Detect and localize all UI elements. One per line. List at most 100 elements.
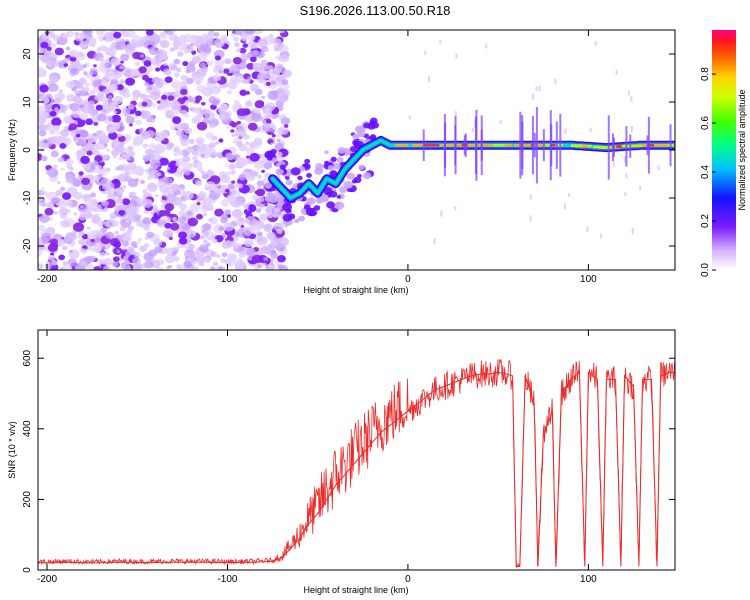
noise-blob <box>98 234 103 238</box>
noise-blob <box>54 97 62 104</box>
noise-blob <box>82 64 87 68</box>
noise-blob <box>78 77 87 85</box>
noise-blob <box>41 232 52 242</box>
noise-blob <box>97 113 107 122</box>
signal-peak <box>616 145 627 148</box>
noise-blob <box>101 220 106 225</box>
noise-blob <box>294 218 300 224</box>
noise-blob <box>132 96 139 101</box>
noise-blob <box>121 184 127 190</box>
noise-blob <box>38 53 48 61</box>
noise-blob <box>180 109 188 116</box>
noise-blob <box>214 38 225 48</box>
noise-blob <box>94 95 102 102</box>
noise-blob <box>47 255 56 262</box>
noise-blob <box>187 96 194 102</box>
noise-blob <box>241 34 246 38</box>
noise-blob <box>161 94 168 100</box>
noise-blob <box>279 164 286 170</box>
noise-blob <box>352 133 360 140</box>
noise-blob <box>94 155 103 163</box>
noise-blob <box>171 64 177 69</box>
snr-x-tick-label: -100 <box>217 574 237 585</box>
signal-streak <box>519 111 522 179</box>
noise-blob <box>122 154 131 161</box>
noise-blob <box>254 100 265 109</box>
signal-peak <box>611 145 620 149</box>
noise-blob <box>174 36 181 43</box>
noise-blob <box>243 203 250 209</box>
noise-blob <box>345 150 351 155</box>
noise-blob <box>83 142 95 152</box>
noise-blob <box>100 227 108 233</box>
noise-blob <box>48 83 59 92</box>
noise-blob <box>47 167 59 178</box>
faint-dot <box>586 226 589 232</box>
noise-blob <box>141 74 150 81</box>
noise-blob <box>86 226 91 230</box>
noise-blob <box>162 229 174 238</box>
noise-blob <box>265 118 272 124</box>
noise-blob <box>267 213 273 219</box>
noise-blob <box>127 246 135 253</box>
noise-blob <box>106 126 116 134</box>
noise-blob <box>212 64 225 74</box>
noise-blob <box>266 70 271 75</box>
noise-blob <box>285 179 293 186</box>
noise-blob <box>153 246 163 254</box>
noise-blob <box>172 116 182 124</box>
noise-blob <box>214 208 224 217</box>
noise-blob <box>148 143 156 149</box>
noise-blob <box>59 142 67 149</box>
noise-blob <box>233 99 240 105</box>
noise-blob <box>42 49 47 53</box>
noise-blob <box>202 223 212 231</box>
noise-blob <box>257 174 263 179</box>
noise-blob <box>59 220 69 228</box>
faint-dot <box>615 69 618 75</box>
signal-streak <box>464 133 467 158</box>
noise-blob <box>186 251 196 259</box>
noise-blob <box>269 196 278 204</box>
noise-blob <box>71 86 77 92</box>
noise-blob <box>126 42 137 51</box>
faint-dot <box>433 238 436 245</box>
noise-blob <box>182 162 192 171</box>
noise-blob <box>143 209 148 214</box>
noise-blob <box>87 230 99 239</box>
noise-blob <box>272 213 278 218</box>
noise-blob <box>54 107 59 112</box>
noise-blob <box>57 156 65 163</box>
noise-blob <box>232 56 242 65</box>
noise-blob <box>105 182 115 190</box>
noise-blob <box>128 162 137 170</box>
noise-blob <box>178 216 187 224</box>
noise-blob <box>148 169 160 180</box>
noise-blob <box>351 179 358 184</box>
noise-blob <box>166 193 178 203</box>
noise-blob <box>119 65 125 70</box>
noise-blob <box>206 60 214 66</box>
noise-blob <box>125 219 130 224</box>
noise-blob <box>188 243 196 250</box>
noise-blob <box>213 74 222 81</box>
noise-blob <box>133 252 141 258</box>
colorbar-tick-label: 0.6 <box>700 116 711 130</box>
noise-blob <box>133 244 138 249</box>
noise-blob <box>158 130 168 139</box>
noise-blob <box>151 103 157 108</box>
noise-blob <box>81 177 91 186</box>
noise-blob <box>38 105 44 113</box>
noise-blob <box>138 66 147 74</box>
noise-blob <box>62 245 68 251</box>
noise-blob <box>58 254 66 261</box>
noise-blob <box>148 116 156 123</box>
noise-blob <box>78 213 87 221</box>
noise-blob <box>247 122 258 131</box>
noise-blob <box>49 129 56 135</box>
noise-blob <box>172 217 177 222</box>
signal-peak <box>546 143 553 147</box>
noise-blob <box>104 62 113 69</box>
noise-blob <box>105 231 115 240</box>
